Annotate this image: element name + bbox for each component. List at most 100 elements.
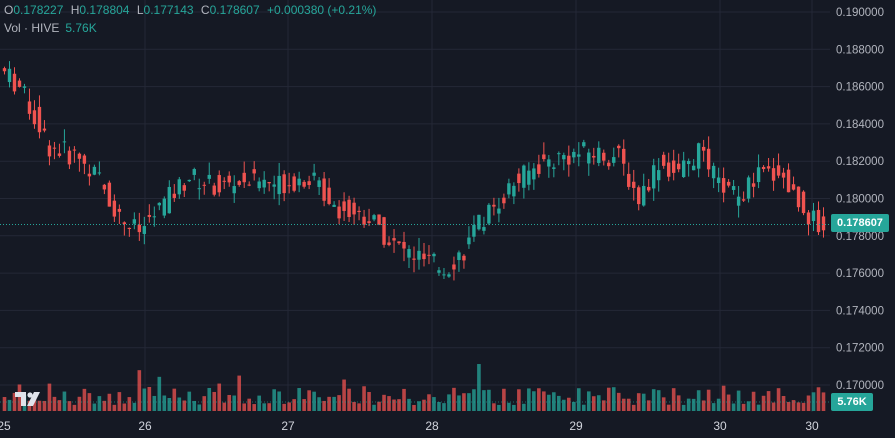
- y-tick-label: 0.176000: [836, 268, 884, 280]
- volume-bar: [417, 401, 421, 411]
- candle-body: [177, 179, 181, 195]
- candle-body: [372, 215, 376, 220]
- volume-bar: [507, 402, 511, 411]
- volume-bar: [122, 403, 127, 411]
- volume-bar: [342, 379, 346, 411]
- candle-body: [587, 152, 591, 164]
- candle-body: [716, 177, 721, 184]
- candle-body: [582, 142, 586, 147]
- volume-bar: [232, 395, 237, 411]
- x-tick-label: 25: [0, 419, 11, 433]
- volume-bar: [212, 391, 217, 411]
- candle-body: [357, 210, 361, 213]
- candle-body: [502, 197, 506, 204]
- candle-body: [107, 182, 112, 207]
- volume-bar: [82, 388, 87, 411]
- volume-bar: [621, 398, 626, 411]
- volume-bar: [87, 393, 92, 411]
- candle-body: [622, 148, 626, 164]
- open-value: 0.178227: [13, 3, 64, 17]
- candle-body: [417, 250, 421, 260]
- candle-body: [796, 186, 801, 208]
- volume-bar: [666, 404, 671, 411]
- volume-bar: [482, 390, 486, 411]
- candle-body: [237, 181, 241, 185]
- candle-body: [706, 148, 711, 170]
- candle-body: [781, 172, 786, 178]
- x-tick-label: 30: [805, 419, 819, 433]
- volume-bar: [766, 391, 771, 411]
- candle-body: [666, 162, 671, 177]
- candle-body: [457, 252, 461, 261]
- candle-body: [592, 155, 596, 158]
- candle-body: [392, 238, 396, 241]
- volume-bar: [646, 400, 651, 411]
- volume-bar: [432, 397, 436, 411]
- candle-body: [272, 184, 276, 187]
- volume-bar: [726, 394, 731, 411]
- open-label: O: [4, 3, 14, 17]
- volume-bar: [182, 400, 187, 411]
- candle-body: [756, 167, 761, 183]
- volume-bar: [167, 397, 172, 411]
- candle-body: [467, 237, 471, 245]
- current-volume-tag: 5.76K: [831, 393, 873, 411]
- candle-body: [816, 209, 821, 233]
- change-value: +0.000380 (+0.21%): [267, 3, 377, 17]
- volume-bar: [581, 404, 586, 411]
- volume-bar: [701, 400, 706, 411]
- volume-bar: [112, 404, 117, 411]
- candle-body: [726, 181, 731, 186]
- candle-body: [242, 172, 246, 183]
- volume-bar: [776, 388, 781, 411]
- candle-body: [542, 154, 546, 160]
- volume-bar: [557, 395, 561, 411]
- candle-body: [387, 242, 391, 246]
- current-price-tag: 0.178607: [831, 214, 889, 232]
- tradingview-logo-icon[interactable]: [14, 389, 44, 409]
- volume-bar: [92, 403, 97, 411]
- volume-bar: [262, 403, 266, 411]
- volume-bar: [287, 402, 291, 411]
- candle-body: [786, 169, 791, 193]
- candle-body: [462, 255, 466, 261]
- candle-body: [617, 145, 621, 149]
- candle-body: [791, 184, 796, 190]
- volume-bar: [312, 391, 316, 411]
- candle-body: [77, 153, 82, 159]
- candle-body: [192, 169, 196, 175]
- candle-body: [302, 181, 306, 187]
- candle-body: [347, 199, 351, 218]
- volume-bar: [641, 393, 646, 411]
- volume-value: 5.76K: [65, 21, 97, 35]
- candle-body: [187, 179, 191, 182]
- candle-body: [267, 182, 271, 184]
- candle-body: [87, 173, 92, 177]
- candle-body: [247, 184, 251, 186]
- volume-bar: [696, 390, 701, 411]
- candle-body: [132, 219, 137, 224]
- candle-body: [157, 202, 162, 206]
- volume-bar: [686, 398, 691, 411]
- volume-bar: [227, 394, 232, 411]
- low-label: L: [136, 3, 144, 17]
- candle-body: [482, 227, 486, 231]
- volume-bar: [771, 402, 776, 411]
- volume-bar: [202, 396, 207, 411]
- candle-body: [437, 270, 441, 273]
- candle-body: [412, 258, 416, 260]
- candle-body: [17, 80, 22, 87]
- candle-body: [627, 173, 631, 187]
- candle-body: [142, 226, 147, 234]
- volume-bar: [751, 391, 756, 411]
- volume-bar: [681, 404, 686, 411]
- y-tick-label: 0.184000: [836, 119, 884, 131]
- volume-bar: [731, 403, 736, 411]
- volume-bar: [522, 403, 526, 411]
- volume-bar: [801, 402, 806, 411]
- candle-body: [47, 145, 52, 157]
- volume-legend: Vol · HIVE 5.76K: [4, 21, 97, 35]
- candle-body: [811, 210, 816, 222]
- volume-bar: [806, 395, 811, 411]
